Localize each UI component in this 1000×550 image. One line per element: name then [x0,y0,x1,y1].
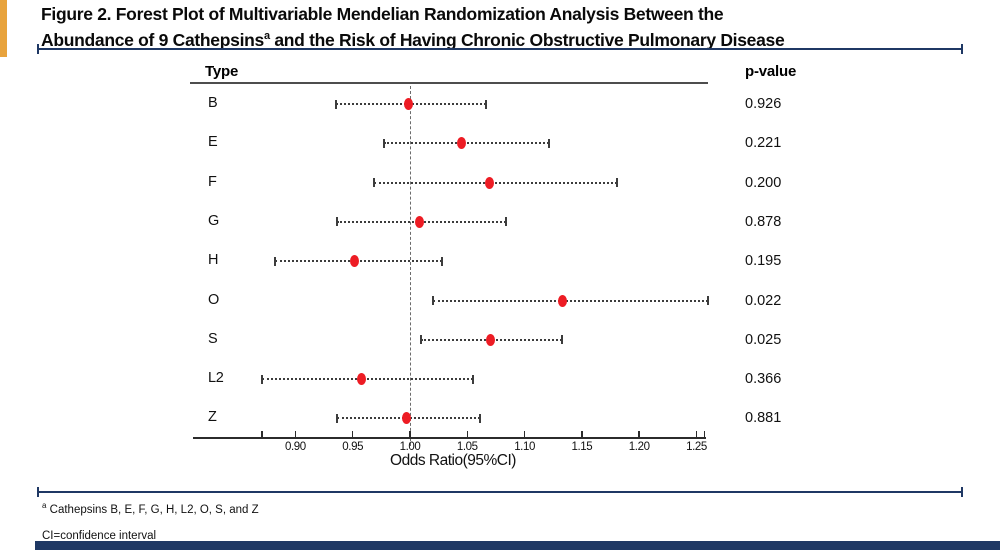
x-axis-tick-label: 1.25 [686,441,707,453]
row-p-value: 0.926 [745,96,782,112]
top-rule [37,44,963,54]
footnote-rule [37,487,963,497]
or-point [357,373,367,386]
ci-cap-right [547,138,550,148]
x-axis-tick-label: 1.10 [514,441,535,453]
column-header-pvalue: p-value [745,63,797,80]
x-axis-tick [294,431,297,437]
top-rule-cap-right [961,44,963,54]
ci-cap-left [420,335,423,345]
title-line-1: Figure 2. Forest Plot of Multivariable M… [41,4,724,24]
row-p-value: 0.221 [745,135,782,152]
or-point [457,137,467,150]
row-type-label: S [208,330,218,347]
footnote-cathepsins: a Cathepsins B, E, F, G, H, L2, O, S, an… [42,501,259,516]
footnote-superscript-a: a [42,501,47,510]
row-p-value: 0.022 [745,292,782,309]
top-rule-cap-left [37,44,39,54]
or-point [557,294,567,307]
row-p-value: 0.878 [745,213,782,230]
bottom-bar [35,541,1000,550]
x-axis-tick [695,431,698,437]
row-type-label: E [208,134,218,151]
ci-cap-right [441,256,444,266]
x-axis-tick-label: 0.90 [284,441,306,453]
x-axis-tick [638,431,640,437]
footnote-rule-cap-right [961,487,963,497]
row-p-value: 0.881 [745,410,782,427]
x-axis-tick [523,431,526,437]
ci-cap-left [382,138,385,148]
ci-cap-right [484,99,487,109]
title-line-2: Abundance of 9 Cathepsinsa and the Risk … [41,29,785,50]
ci-cap-left [373,178,376,188]
ci-cap-left [335,413,338,423]
footnote-ci-definition: CI=confidence interval [42,530,157,542]
ci-cap-left [334,99,337,109]
ci-cap-right [472,374,475,384]
accent-strip-orange [0,0,7,57]
or-point [402,412,412,425]
ci-cap-right [561,335,564,345]
row-p-value: 0.200 [745,174,782,191]
or-point [485,333,495,346]
x-axis-tick [466,431,469,437]
row-type-label: F [208,173,217,190]
ci-line [383,142,549,145]
x-axis-title: Odds Ratio(95%CI) [390,452,516,469]
row-type-label: G [208,212,219,229]
or-point [404,98,414,110]
row-type-label: B [208,95,218,111]
row-type-label: L2 [208,370,224,387]
x-axis-tick-label: 1.20 [628,441,650,453]
or-point [484,176,494,189]
x-axis-tick [581,431,583,437]
footnote-rule-cap-left [37,487,39,497]
x-axis-tick [351,431,354,437]
ci-cap-right [478,413,481,423]
x-axis-tick-label: 1.05 [456,441,478,453]
figure-title: Figure 2. Forest Plot of Multivariable M… [41,4,785,51]
or-point [350,255,360,268]
x-axis-end-tick [703,431,706,437]
x-axis-tick-label: 0.95 [342,441,364,453]
title-superscript-a: a [263,29,270,42]
x-axis-tick-label: 1.15 [571,441,593,453]
header-rule [190,82,708,84]
ci-line [432,299,708,302]
row-p-value: 0.025 [745,331,782,348]
ci-cap-left [335,217,338,227]
x-axis-line [193,437,706,439]
ci-cap-right [706,296,709,305]
x-axis-tick [409,431,411,437]
reference-line [410,86,411,446]
row-p-value: 0.366 [745,371,782,388]
ci-cap-left [261,374,264,384]
row-type-label: Z [208,409,217,426]
row-type-label: O [208,291,219,308]
row-type-label: H [208,252,219,269]
ci-line [262,378,474,381]
ci-cap-right [616,178,619,188]
x-axis-tick-label: 1.00 [399,441,421,453]
row-p-value: 0.195 [745,253,782,270]
x-axis-end-tick [261,431,263,437]
ci-cap-right [505,217,508,227]
ci-cap-left [273,256,276,266]
ci-line [374,181,618,184]
ci-cap-left [431,296,434,305]
column-header-type: Type [205,63,239,80]
or-point [414,215,424,228]
